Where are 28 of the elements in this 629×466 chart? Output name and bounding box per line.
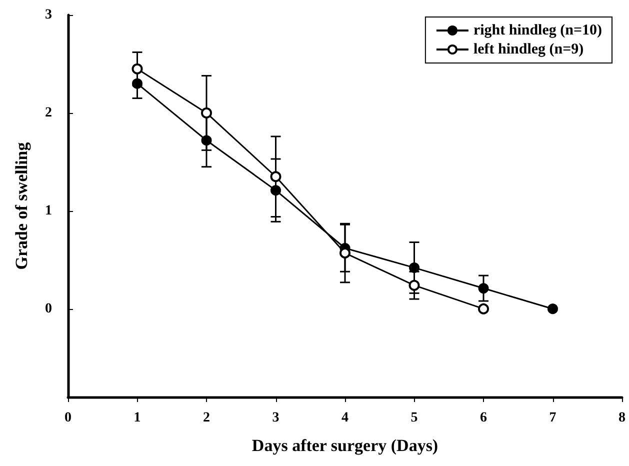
x-tick-label: 5 bbox=[410, 410, 418, 426]
x-axis-title: Days after surgery (Days) bbox=[252, 436, 438, 455]
x-tick-label: 3 bbox=[272, 410, 280, 426]
y-tick-label: 3 bbox=[45, 8, 52, 22]
point bbox=[201, 107, 212, 118]
point bbox=[409, 262, 420, 273]
x-tick-label: 4 bbox=[342, 410, 348, 426]
point bbox=[478, 283, 489, 294]
x-tick-label: 0 bbox=[64, 410, 72, 426]
y-tick-label: 2 bbox=[45, 105, 52, 120]
x-tick-label: 7 bbox=[549, 410, 556, 426]
x-tick-label: 8 bbox=[618, 410, 626, 426]
point bbox=[132, 63, 143, 74]
point bbox=[270, 171, 282, 182]
point bbox=[408, 280, 420, 291]
y-tick-label: 1 bbox=[45, 203, 52, 218]
x-tick-label: 1 bbox=[134, 410, 141, 426]
y-axis-title: Grade of swelling bbox=[12, 142, 31, 270]
legend-label: right hindleg (n=10) bbox=[473, 22, 602, 38]
point bbox=[132, 78, 142, 89]
y-tick-label: 0 bbox=[45, 301, 52, 316]
point bbox=[270, 185, 281, 196]
point bbox=[201, 135, 212, 146]
x-tick-label: 2 bbox=[203, 410, 210, 426]
point bbox=[478, 303, 489, 314]
x-tick-label: 6 bbox=[480, 410, 487, 426]
point bbox=[548, 304, 558, 314]
legend-label: left hindleg (n=9) bbox=[473, 42, 584, 58]
